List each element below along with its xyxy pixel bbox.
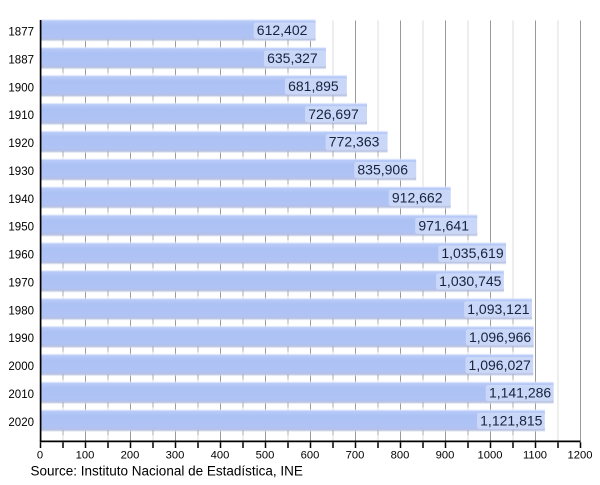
svg-text:300: 300 — [166, 449, 185, 461]
svg-text:1100: 1100 — [523, 449, 547, 461]
svg-text:1940: 1940 — [8, 194, 34, 206]
svg-text:100: 100 — [76, 449, 95, 461]
svg-text:1200: 1200 — [568, 449, 593, 461]
svg-text:1,030,745: 1,030,745 — [439, 273, 501, 289]
svg-text:912,662: 912,662 — [392, 189, 443, 205]
svg-text:681,895: 681,895 — [288, 78, 339, 94]
svg-text:726,697: 726,697 — [308, 106, 359, 122]
svg-text:971,641: 971,641 — [418, 217, 469, 233]
svg-text:1930: 1930 — [8, 166, 34, 178]
svg-text:1,035,619: 1,035,619 — [441, 245, 503, 261]
svg-text:772,363: 772,363 — [329, 134, 380, 150]
svg-text:200: 200 — [121, 449, 140, 461]
svg-text:1,093,121: 1,093,121 — [467, 301, 529, 317]
svg-text:Source: Instituto Nacional de: Source: Instituto Nacional de Estadístic… — [31, 464, 303, 479]
svg-text:400: 400 — [211, 449, 230, 461]
svg-text:2020: 2020 — [8, 417, 34, 429]
svg-text:1887: 1887 — [8, 54, 34, 66]
svg-text:1910: 1910 — [8, 110, 34, 122]
svg-text:1,096,027: 1,096,027 — [469, 357, 531, 373]
svg-text:600: 600 — [301, 449, 320, 461]
svg-text:635,327: 635,327 — [267, 50, 318, 66]
svg-text:700: 700 — [346, 449, 365, 461]
svg-text:1990: 1990 — [8, 333, 34, 345]
svg-text:1877: 1877 — [8, 27, 34, 39]
svg-text:2000: 2000 — [8, 361, 34, 373]
svg-text:612,402: 612,402 — [257, 22, 308, 38]
svg-text:1900: 1900 — [8, 82, 34, 94]
svg-text:1970: 1970 — [8, 277, 34, 289]
svg-text:1920: 1920 — [8, 138, 34, 150]
svg-text:1,141,286: 1,141,286 — [489, 385, 551, 401]
svg-text:900: 900 — [436, 449, 455, 461]
svg-text:800: 800 — [391, 449, 410, 461]
svg-text:1960: 1960 — [8, 250, 34, 262]
svg-text:1980: 1980 — [8, 305, 34, 317]
svg-text:0: 0 — [37, 449, 43, 461]
svg-text:1,096,966: 1,096,966 — [469, 329, 531, 345]
svg-text:1950: 1950 — [8, 222, 34, 234]
svg-text:1000: 1000 — [478, 449, 503, 461]
svg-text:1,121,815: 1,121,815 — [480, 413, 542, 429]
svg-text:2010: 2010 — [8, 389, 34, 401]
svg-text:835,906: 835,906 — [357, 162, 408, 178]
svg-text:500: 500 — [256, 449, 275, 461]
